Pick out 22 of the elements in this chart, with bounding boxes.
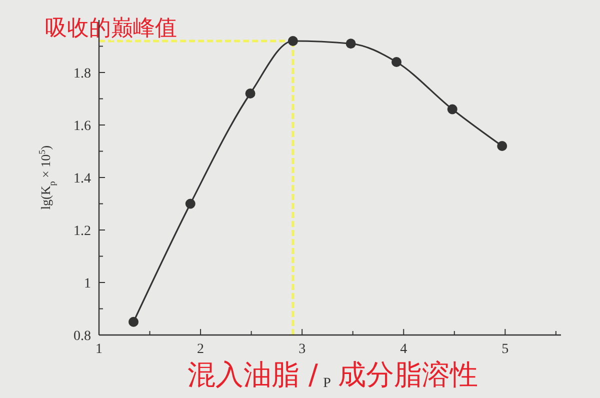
y-tick-label: 1.4 [74,172,91,186]
x-tick-label: 3 [298,342,306,357]
y-tick-label: 1.6 [74,119,91,134]
x-tick-label: 1 [96,342,102,357]
point [392,57,402,67]
point [497,141,508,151]
point [245,88,256,98]
y-tick-label: 1.8 [74,66,91,82]
text: 成分脂溶性 [338,358,478,391]
x-tick-label: 5 [502,342,509,357]
point [346,38,356,49]
x-tick-label: 4 [400,342,408,357]
text: 混入油脂 / [188,358,319,391]
point [288,36,298,46]
y-tick-label: 1.2 [74,224,91,239]
x-tick-label: 2 [197,342,204,357]
point [185,198,196,209]
x-axis-title: P [323,376,332,391]
point [128,316,139,327]
y-tick-label: 1 [84,276,91,292]
y-tick-label: 0.8 [74,329,91,344]
point [447,104,458,114]
